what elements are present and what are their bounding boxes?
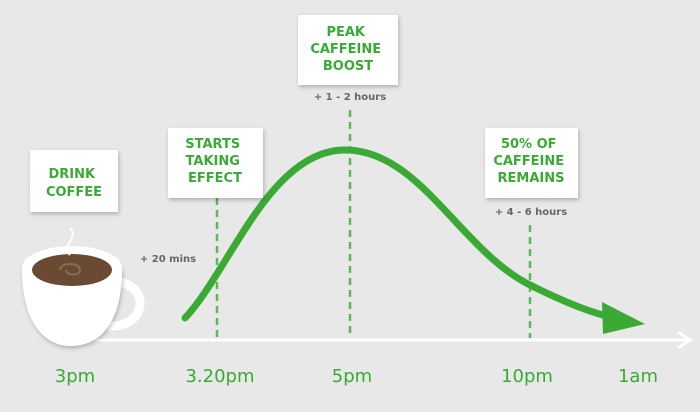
stage-box xyxy=(168,128,263,198)
coffee-cup xyxy=(22,227,145,346)
time-label: 5pm xyxy=(332,366,372,387)
stage-box xyxy=(30,150,118,212)
caffeine-curve xyxy=(181,146,619,322)
stage-label: DRINK COFFEE xyxy=(46,167,102,200)
curve-arrow xyxy=(602,302,645,334)
time-label: 1am xyxy=(618,366,658,387)
stage-label: 50% OF CAFFEINE REMAINS xyxy=(493,137,568,186)
stage-label: STARTS TAKING EFFECT xyxy=(185,137,244,186)
time-label: 3.20pm xyxy=(185,366,254,387)
stage-label: PEAK CAFFEINE BOOST xyxy=(310,25,385,74)
time-label: 10pm xyxy=(501,366,553,387)
stage-box xyxy=(298,15,398,85)
offset-label: + 4 - 6 hours xyxy=(495,207,567,218)
offset-label: + 1 - 2 hours xyxy=(314,92,386,103)
stage-box xyxy=(485,128,578,198)
offset-label: + 20 mins xyxy=(140,254,196,265)
time-label: 3pm xyxy=(55,366,95,387)
timeline-arrow xyxy=(677,330,693,350)
